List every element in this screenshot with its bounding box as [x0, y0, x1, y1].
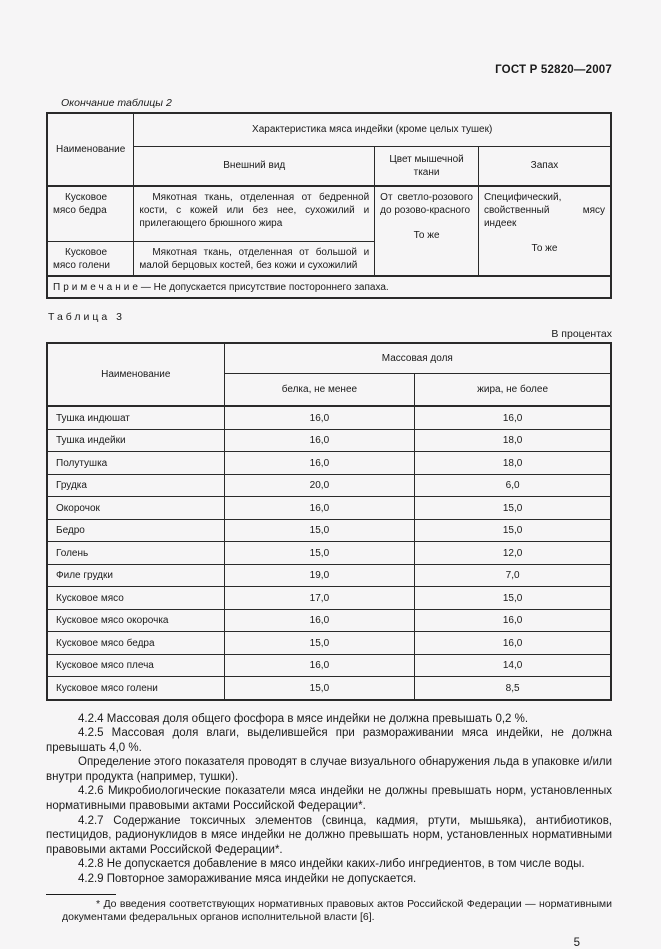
table2-note: Примечание— Не допускается присутствие п… [46, 274, 612, 298]
cell-name: Кусковое мясо голени [46, 240, 135, 276]
paragraph-4-2-5: 4.2.5 Массовая доля влаги, выделившейся … [46, 727, 612, 754]
cell-color-ditto: То же [413, 230, 440, 241]
table-2: Наименование Характеристика мяса индейки… [46, 112, 612, 299]
table2-col-appearance: Внешний вид [133, 145, 376, 187]
cell-appearance: Мякотная ткань, отделенная от бедренной … [133, 185, 376, 242]
cell-name: Кусковое мясо плеча [46, 653, 225, 677]
cell-fat: 15,0 [414, 518, 612, 542]
table3-units: В процентах [551, 327, 612, 340]
cell-fat: 14,0 [414, 653, 612, 677]
table-3: Наименование Массовая доля белка, не мен… [46, 341, 612, 701]
cell-fat: 18,0 [414, 428, 612, 452]
cell-protein: 15,0 [223, 541, 416, 565]
cell-protein: 16,0 [223, 608, 416, 632]
cell-protein: 15,0 [223, 676, 416, 700]
table3-row: Окорочок 16,0 15,0 [46, 496, 612, 520]
paragraph-4-2-5-note: Определение этого показателя проводят в … [46, 756, 612, 783]
table3-col-fat: жира, не более [414, 372, 612, 407]
table3-row: Бедро 15,0 15,0 [46, 518, 612, 542]
table3-row: Кусковое мясо бедра 15,0 16,0 [46, 631, 612, 655]
table2-col-color: Цвет мышечной ткани [374, 145, 479, 187]
cell-protein: 17,0 [223, 586, 416, 610]
cell-fat: 16,0 [414, 608, 612, 632]
cell-name: Кусковое мясо [46, 586, 225, 610]
cell-fat: 16,0 [414, 405, 612, 430]
note-text: — Не допускается присутствие постороннег… [140, 281, 389, 293]
cell-name: Филе грудки [46, 563, 225, 587]
cell-name: Тушка индюшат [46, 405, 225, 430]
cell-name: Кусковое мясо окорочка [46, 608, 225, 632]
table3-row: Тушка индейки 16,0 18,0 [46, 428, 612, 452]
table2-col-name: Наименование [46, 112, 135, 187]
paragraph-4-2-8: 4.2.8 Не допускается добавление в мясо и… [78, 858, 585, 871]
cell-fat: 8,5 [414, 676, 612, 700]
table3-header-row-1: Наименование Массовая доля [46, 342, 612, 407]
table3-row: Голень 15,0 12,0 [46, 541, 612, 565]
table3-row: Кусковое мясо голени 15,0 8,5 [46, 676, 612, 700]
footnote-block: * До введения соответствующих нормативны… [46, 893, 612, 925]
body-paragraphs: 4.2.4 Массовая доля общего фосфора в мяс… [46, 712, 612, 887]
paragraph-4-2-6: 4.2.6 Микробиологические показатели мяса… [46, 785, 612, 813]
table3-row: Кусковое мясо 17,0 15,0 [46, 586, 612, 610]
cell-color: От светло-розового до розово-красного То… [374, 185, 479, 276]
cell-protein: 16,0 [223, 428, 416, 452]
cell-name: Полутушка [46, 451, 225, 475]
cell-appearance: Мякотная ткань, отделенная от большой и … [133, 240, 376, 276]
cell-name: Кусковое мясо бедра [46, 185, 135, 242]
cell-fat: 7,0 [414, 563, 612, 587]
cell-smell-text: Специфический, свойственный мясу индеек [483, 192, 605, 229]
paragraph-4-2-4: 4.2.4 Массовая доля общего фосфора в мяс… [78, 712, 529, 725]
cell-fat: 6,0 [414, 473, 612, 497]
table3-row: Кусковое мясо плеча 16,0 14,0 [46, 653, 612, 677]
table3-row: Полутушка 16,0 18,0 [46, 451, 612, 475]
cell-name: Тушка индейки [46, 428, 225, 452]
cell-fat: 15,0 [414, 586, 612, 610]
table3-row: Тушка индюшат 16,0 16,0 [46, 405, 612, 430]
cell-protein: 16,0 [223, 405, 416, 430]
cell-fat: 18,0 [414, 451, 612, 475]
table3-col-group: Массовая доля [223, 342, 612, 374]
table2-col-group: Характеристика мяса индейки (кроме целых… [133, 112, 612, 147]
table3-row: Грудка 20,0 6,0 [46, 473, 612, 497]
table3-row: Кусковое мясо окорочка 16,0 16,0 [46, 608, 612, 632]
page-number: 5 [573, 936, 580, 949]
cell-color-text: От светло-розового до розово-красного [380, 192, 473, 216]
note-label: Примечание [53, 281, 141, 293]
table3-label: Таблица 3 [48, 310, 125, 323]
footnote-divider [46, 893, 116, 895]
table3-header-row-2: белка, не менее жира, не более [47, 372, 612, 407]
cell-fat: 12,0 [414, 541, 612, 565]
cell-name: Бедро [46, 518, 225, 542]
table2-header-row-2: Внешний вид Цвет мышечной ткани Запах [47, 145, 612, 187]
cell-smell: Специфический, свойственный мясу индеек … [477, 185, 612, 276]
paragraph-4-2-9: 4.2.9 Повторное замораживание мяса индей… [78, 873, 417, 886]
cell-name: Окорочок [46, 496, 225, 520]
cell-protein: 16,0 [223, 653, 416, 677]
table2-row: Кусковое мясо бедра Мякотная ткань, отде… [46, 185, 612, 276]
cell-fat: 16,0 [414, 631, 612, 655]
cell-protein: 20,0 [223, 473, 416, 497]
table3-col-protein: белка, не менее [223, 372, 416, 407]
table2-col-smell: Запах [477, 145, 612, 187]
table3-col-name: Наименование [46, 342, 225, 407]
cell-fat: 15,0 [414, 496, 612, 520]
table3-row: Филе грудки 19,0 7,0 [46, 563, 612, 587]
footnote-text: * До введения соответствующих нормативны… [62, 897, 612, 924]
cell-name: Кусковое мясо бедра [46, 631, 225, 655]
table2-caption: Окончание таблицы 2 [61, 97, 172, 109]
cell-protein: 19,0 [223, 563, 416, 587]
paragraph-4-2-7: 4.2.7 Содержание токсичных элементов (св… [46, 814, 612, 856]
cell-smell-ditto: То же [531, 243, 558, 254]
table2-note-row: Примечание— Не допускается присутствие п… [46, 274, 612, 298]
table2-header-row-1: Наименование Характеристика мяса индейки… [46, 112, 612, 187]
cell-protein: 15,0 [223, 631, 416, 655]
cell-name: Кусковое мясо голени [46, 676, 225, 700]
cell-name: Грудка [46, 473, 225, 497]
cell-protein: 16,0 [223, 496, 416, 520]
cell-protein: 16,0 [223, 451, 416, 475]
document-page: ГОСТ Р 52820—2007 Окончание таблицы 2 На… [46, 0, 612, 949]
doc-number: ГОСТ Р 52820—2007 [495, 64, 612, 76]
cell-protein: 15,0 [223, 518, 416, 542]
cell-name: Голень [46, 541, 225, 565]
